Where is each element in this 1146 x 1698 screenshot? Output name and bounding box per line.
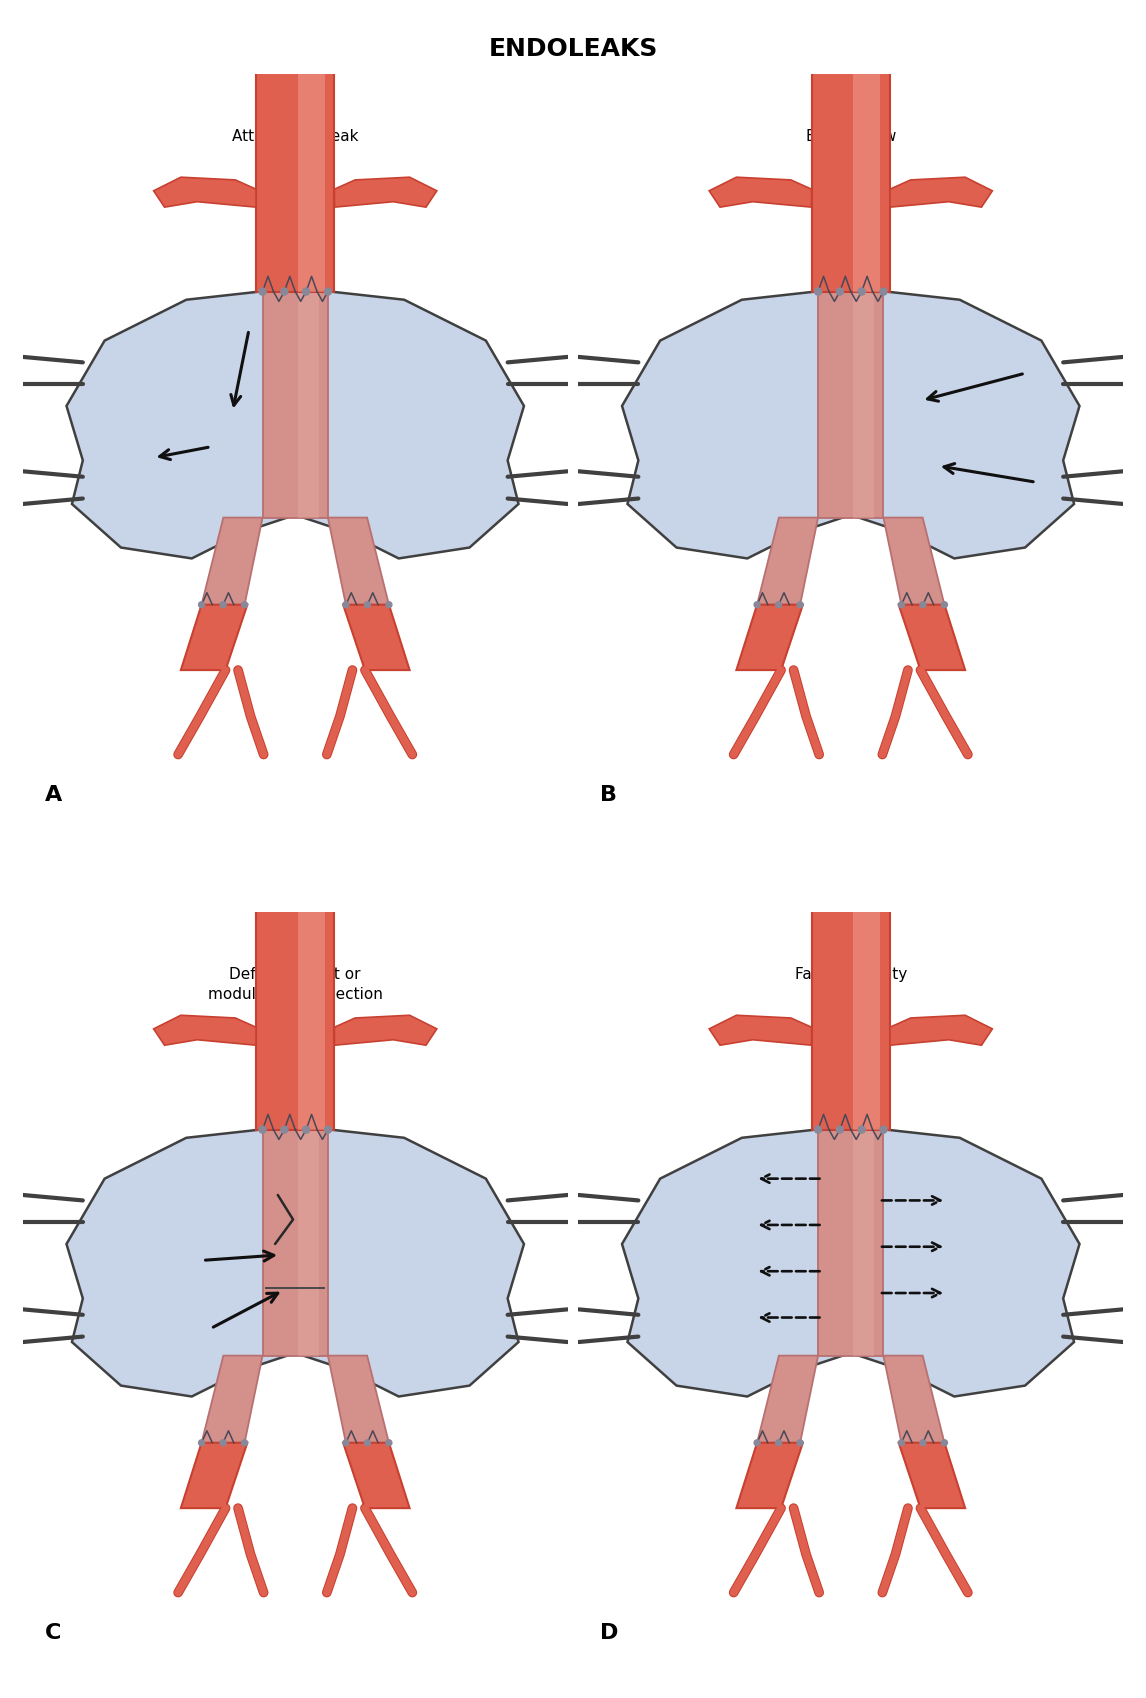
Circle shape bbox=[198, 603, 204, 608]
Polygon shape bbox=[66, 1129, 524, 1397]
Circle shape bbox=[898, 1440, 904, 1447]
Circle shape bbox=[343, 603, 348, 608]
Polygon shape bbox=[298, 1129, 319, 1355]
Polygon shape bbox=[758, 1355, 818, 1443]
Circle shape bbox=[386, 603, 392, 608]
Polygon shape bbox=[328, 518, 388, 606]
Circle shape bbox=[776, 603, 782, 608]
Circle shape bbox=[837, 1126, 843, 1134]
Circle shape bbox=[754, 1440, 760, 1447]
Polygon shape bbox=[709, 1015, 811, 1046]
Circle shape bbox=[754, 603, 760, 608]
Polygon shape bbox=[154, 178, 256, 209]
Polygon shape bbox=[884, 518, 944, 606]
Circle shape bbox=[798, 1440, 803, 1447]
Circle shape bbox=[815, 289, 822, 295]
Circle shape bbox=[242, 1440, 248, 1447]
Circle shape bbox=[364, 1440, 370, 1447]
Polygon shape bbox=[818, 292, 884, 518]
Text: D: D bbox=[601, 1622, 619, 1642]
Polygon shape bbox=[298, 902, 324, 1129]
Circle shape bbox=[324, 289, 331, 295]
Polygon shape bbox=[890, 178, 992, 209]
Circle shape bbox=[220, 1440, 226, 1447]
Text: ENDOLEAKS: ENDOLEAKS bbox=[488, 37, 658, 61]
Polygon shape bbox=[202, 518, 262, 606]
Polygon shape bbox=[298, 65, 324, 292]
Circle shape bbox=[220, 603, 226, 608]
Circle shape bbox=[858, 1126, 865, 1134]
Circle shape bbox=[942, 603, 948, 608]
Polygon shape bbox=[709, 178, 811, 209]
Polygon shape bbox=[335, 178, 437, 209]
Circle shape bbox=[880, 289, 887, 295]
Circle shape bbox=[858, 289, 865, 295]
Circle shape bbox=[776, 1440, 782, 1447]
Text: C: C bbox=[45, 1622, 61, 1642]
Polygon shape bbox=[262, 1129, 328, 1355]
Polygon shape bbox=[854, 902, 880, 1129]
Text: Type 3: Type 3 bbox=[268, 934, 322, 953]
Polygon shape bbox=[737, 1443, 803, 1508]
Polygon shape bbox=[758, 518, 818, 606]
Circle shape bbox=[343, 1440, 348, 1447]
Polygon shape bbox=[343, 606, 409, 671]
Polygon shape bbox=[854, 292, 874, 518]
Polygon shape bbox=[202, 1355, 262, 1443]
Polygon shape bbox=[262, 292, 328, 518]
Polygon shape bbox=[898, 1443, 965, 1508]
Text: Type 2: Type 2 bbox=[824, 97, 878, 114]
Polygon shape bbox=[66, 292, 524, 559]
Text: A: A bbox=[45, 784, 62, 805]
Circle shape bbox=[324, 1126, 331, 1134]
Circle shape bbox=[259, 289, 266, 295]
Text: Type 4: Type 4 bbox=[824, 934, 878, 953]
Polygon shape bbox=[811, 65, 890, 292]
Circle shape bbox=[942, 1440, 948, 1447]
Polygon shape bbox=[298, 292, 319, 518]
Circle shape bbox=[259, 1126, 266, 1134]
Polygon shape bbox=[154, 1015, 256, 1046]
Text: Type 1: Type 1 bbox=[268, 97, 322, 114]
Polygon shape bbox=[181, 1443, 248, 1508]
Circle shape bbox=[364, 603, 370, 608]
Circle shape bbox=[198, 1440, 204, 1447]
Polygon shape bbox=[854, 65, 880, 292]
Circle shape bbox=[242, 603, 248, 608]
Polygon shape bbox=[328, 1355, 388, 1443]
Polygon shape bbox=[335, 1015, 437, 1046]
Circle shape bbox=[798, 603, 803, 608]
Circle shape bbox=[898, 603, 904, 608]
Polygon shape bbox=[818, 1129, 884, 1355]
Circle shape bbox=[281, 289, 288, 295]
Polygon shape bbox=[256, 902, 335, 1129]
Polygon shape bbox=[854, 1129, 874, 1355]
Circle shape bbox=[386, 1440, 392, 1447]
Polygon shape bbox=[898, 606, 965, 671]
Circle shape bbox=[281, 1126, 288, 1134]
Circle shape bbox=[815, 1126, 822, 1134]
Circle shape bbox=[920, 603, 926, 608]
Text: B: B bbox=[601, 784, 618, 805]
Polygon shape bbox=[622, 292, 1080, 559]
Circle shape bbox=[303, 1126, 309, 1134]
Polygon shape bbox=[622, 1129, 1080, 1397]
Circle shape bbox=[837, 289, 843, 295]
Text: Defect in graft or
modular disconnection: Defect in graft or modular disconnection bbox=[207, 966, 383, 1002]
Polygon shape bbox=[811, 902, 890, 1129]
Polygon shape bbox=[737, 606, 803, 671]
Text: Attachment leak: Attachment leak bbox=[231, 129, 359, 144]
Polygon shape bbox=[884, 1355, 944, 1443]
Text: Fabric porosity: Fabric porosity bbox=[794, 966, 906, 981]
Polygon shape bbox=[343, 1443, 409, 1508]
Circle shape bbox=[880, 1126, 887, 1134]
Polygon shape bbox=[890, 1015, 992, 1046]
Polygon shape bbox=[256, 65, 335, 292]
Text: Branch flow: Branch flow bbox=[806, 129, 896, 144]
Circle shape bbox=[920, 1440, 926, 1447]
Circle shape bbox=[303, 289, 309, 295]
Polygon shape bbox=[181, 606, 248, 671]
